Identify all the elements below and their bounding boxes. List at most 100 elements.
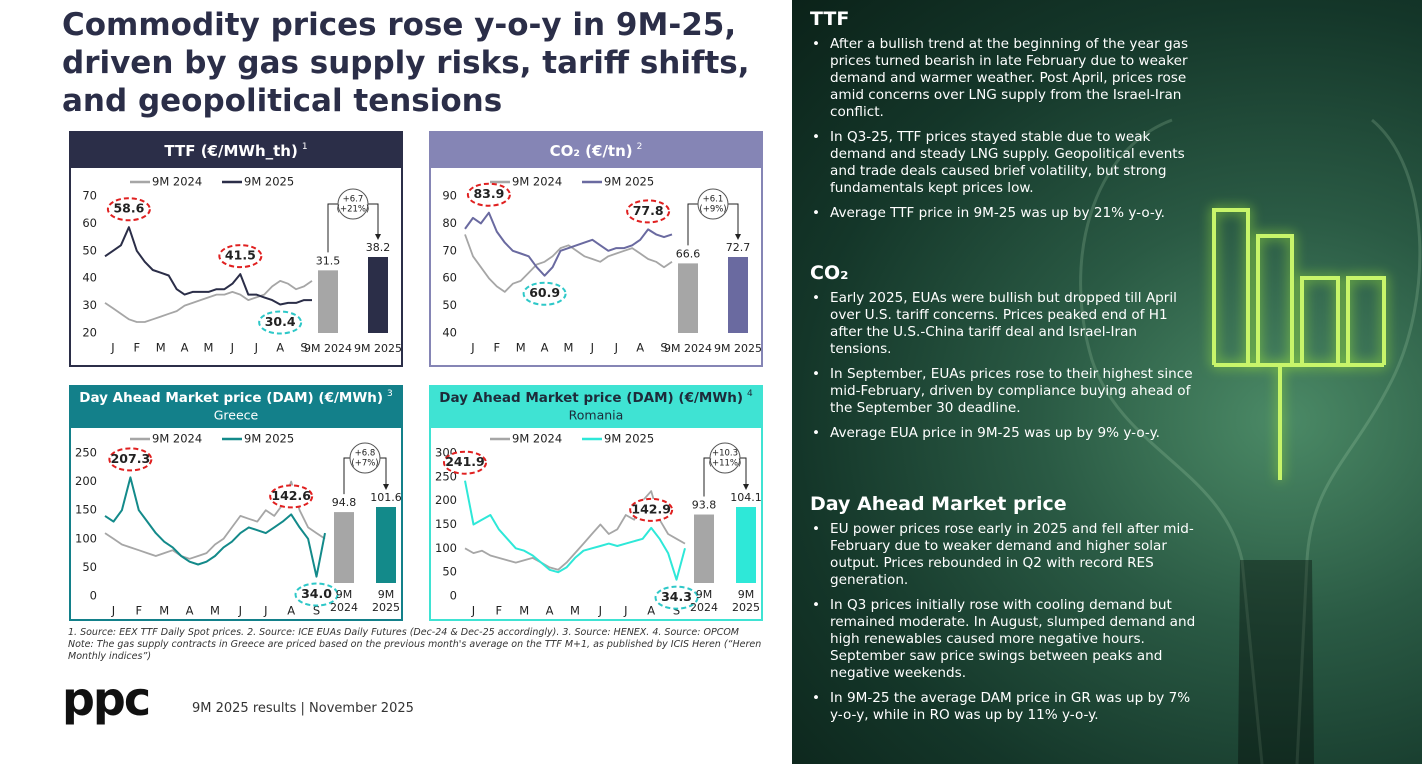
connector (368, 203, 381, 240)
x-tick-label: J (471, 604, 475, 618)
delta-percent: (+11%) (709, 459, 742, 469)
bar (334, 512, 354, 583)
delta-value: +6.1 (703, 195, 724, 205)
x-tick-label: A (541, 341, 549, 355)
series-line (464, 480, 686, 581)
callout-label: 58.6 (113, 201, 144, 216)
bar-category-label: 9M 2024 (304, 342, 352, 355)
delta-bubble (709, 442, 741, 474)
bullet-list: EU power prices rose early in 2025 and f… (810, 521, 1200, 724)
y-tick-label: 150 (75, 503, 97, 517)
y-tick-label: 100 (75, 531, 97, 545)
footnotes: 1. Source: EEX TTF Daily Spot prices. 2.… (68, 627, 768, 663)
bullet-list: After a bullish trend at the beginning o… (810, 36, 1200, 222)
neon-bars (1212, 208, 1386, 480)
x-tick-label: M (159, 604, 169, 618)
callout-label: 241.9 (445, 454, 485, 469)
x-tick-label: A (546, 604, 554, 618)
section-heading: TTF (810, 8, 850, 30)
callout-ring (294, 582, 339, 607)
section: CO₂ Early 2025, EUAs were bullish but dr… (810, 262, 1200, 450)
x-tick-label: J (590, 341, 594, 355)
delta-value: +6.8 (355, 449, 376, 459)
footnote: 1. Source: EEX TTF Daily Spot prices. 2.… (68, 627, 740, 638)
bar-value-label: 66.6 (676, 247, 701, 260)
legend-label: 9M 2024 (152, 432, 202, 446)
callout-label: 142.6 (271, 488, 311, 503)
x-tick-label: M (564, 341, 574, 355)
x-tick-label: J (111, 604, 115, 618)
x-tick-label: S (300, 341, 307, 355)
x-tick-label: A (647, 604, 655, 618)
connector (327, 203, 338, 253)
callout-label: 34.0 (301, 586, 332, 601)
chart-title: Day Ahead Market price (DAM) (€/MWh) 3 (79, 389, 392, 407)
x-tick-label: A (287, 604, 295, 618)
x-tick-label: J (110, 341, 114, 355)
chart-subtitle: Greece (214, 408, 259, 423)
chart-header (70, 386, 402, 428)
bar-category-label: 9M 2024 (664, 342, 712, 355)
bullet-list: Early 2025, EUAs were bullish but droppe… (810, 290, 1200, 442)
x-tick-label: M (570, 604, 580, 618)
legend-label: 9M 2025 (244, 432, 294, 446)
x-tick-label: F (496, 604, 503, 618)
delta-value: +6.7 (343, 195, 364, 205)
section-heading: Day Ahead Market price (810, 493, 1067, 515)
x-tick-label: S (313, 604, 320, 618)
x-tick-label: J (238, 604, 242, 618)
x-tick-label: M (519, 604, 529, 618)
x-tick-label: J (230, 341, 234, 355)
bullet: Early 2025, EUAs were bullish but droppe… (812, 290, 1200, 358)
x-tick-label: J (254, 341, 258, 355)
chart-title-text: Day Ahead Market price (DAM) (€/MWh) (79, 390, 383, 406)
bar (694, 514, 714, 583)
callout-label: 207.3 (111, 451, 151, 466)
footnote-ref: 2 (637, 142, 643, 152)
y-tick-label: 0 (90, 589, 97, 603)
callout-ring (106, 197, 151, 222)
bullet: In Q3-25, TTF prices stayed stable due t… (812, 129, 1200, 197)
y-tick-label: 50 (442, 565, 457, 579)
callout-ring (269, 484, 314, 509)
delta-percent: (+21%) (337, 205, 370, 215)
bar-category-label: 9M 2025 (714, 342, 762, 355)
delta-percent: (+7%) (351, 459, 378, 469)
chart-header (430, 386, 762, 428)
delta-bubble (349, 442, 381, 474)
connector (740, 457, 749, 490)
chart-title: CO₂ (€/tn) 2 (550, 142, 643, 160)
callout-ring (654, 585, 699, 610)
y-tick-label: 50 (82, 560, 97, 574)
bullet: In September, EUAs prices rose to their … (812, 366, 1200, 417)
connector (343, 457, 350, 495)
y-tick-label: 20 (82, 326, 97, 340)
legend-label: 9M 2024 (152, 175, 202, 189)
callout-label: 60.9 (529, 285, 560, 300)
x-tick-label: J (263, 604, 267, 618)
callout-ring (522, 281, 567, 306)
bar (368, 257, 388, 333)
y-tick-label: 150 (435, 517, 457, 531)
bullet: In 9M-25 the average DAM price in GR was… (812, 690, 1200, 724)
callout-label: 142.9 (631, 501, 671, 516)
y-tick-label: 70 (82, 189, 97, 203)
y-tick-label: 90 (442, 189, 457, 203)
y-tick-label: 30 (82, 298, 97, 312)
series-line (104, 226, 312, 306)
callout-ring (466, 182, 511, 207)
bar-value-label: 101.6 (370, 491, 402, 504)
bullet: Average TTF price in 9M-25 was up by 21%… (812, 205, 1200, 222)
chart-title-text: TTF (€/MWh_th) (164, 142, 297, 160)
chart-header (430, 132, 762, 168)
bar-value-label: 93.8 (692, 499, 717, 512)
connector (703, 457, 710, 497)
legend-label: 9M 2025 (604, 432, 654, 446)
x-tick-label: S (673, 604, 680, 618)
y-tick-label: 100 (435, 541, 457, 555)
callout-label: 83.9 (473, 186, 504, 201)
bullet: Average EUA price in 9M-25 was up by 9% … (812, 425, 1200, 442)
legend-label: 9M 2024 (512, 432, 562, 446)
y-tick-label: 250 (435, 469, 457, 483)
